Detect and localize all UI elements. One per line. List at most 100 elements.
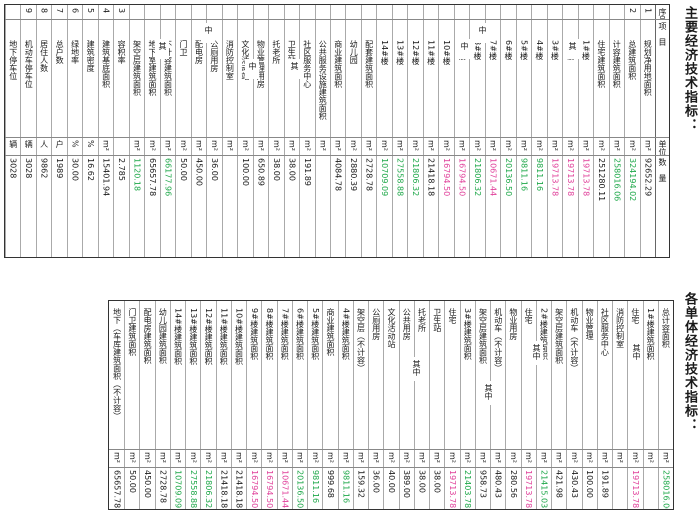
unit-row-label-cell: 13#楼建筑面积 xyxy=(185,305,200,449)
unit-row-unit: m² xyxy=(249,452,259,463)
unit-row-value: 280.56 xyxy=(508,470,518,498)
unit-row-label: 门卫建筑面积 xyxy=(127,308,137,356)
row-item-cell: 地下室建筑面积 xyxy=(144,37,159,137)
row-item-cell: 12#楼 xyxy=(407,37,422,137)
table-divider xyxy=(5,155,669,156)
row-item-cell: 住宅建筑面积 xyxy=(593,37,608,137)
unit-row-label: 10#楼建筑面积 xyxy=(234,308,244,365)
unit-row-unit: m² xyxy=(127,452,137,463)
unit-row-unit: m² xyxy=(661,452,671,463)
unit-row-unit-cell: m² xyxy=(566,449,581,467)
row-value: 2728.78 xyxy=(364,158,374,192)
row-item-cell: 8#楼 xyxy=(469,37,484,137)
unit-row-value: 10671.44 xyxy=(280,470,290,509)
row-unit-cell: m² xyxy=(407,137,422,155)
unit-row-label: 6#楼建筑面积 xyxy=(295,308,305,360)
unit-row-label-cell: 架空层建筑面积 xyxy=(551,305,566,449)
group-marker: 其 xyxy=(290,62,299,70)
table-divider xyxy=(459,301,461,509)
unit-row-value: 9811.16 xyxy=(341,470,351,504)
row-unit-cell: m² xyxy=(547,137,562,155)
row-value: 324194.02 xyxy=(627,158,637,202)
row-item-label: 架空层建筑面积 xyxy=(132,40,142,96)
unit-row-label-cell: 4#楼建筑面积 xyxy=(338,305,353,449)
row-value: 1120.18 xyxy=(132,158,142,192)
row-number: 7 xyxy=(55,8,65,14)
row-item-label: 总建筑面积 xyxy=(627,40,637,80)
unit-group-marker-cell: 其中 xyxy=(529,341,543,365)
unit-row-unit-cell: m² xyxy=(536,449,551,467)
unit-row-value: 21418.18 xyxy=(234,470,244,509)
row-number-cell xyxy=(315,5,330,19)
row-item-label: 总户数 xyxy=(55,40,65,64)
row-value-cell: 27558.88 xyxy=(392,155,407,257)
unit-row-label: 物业管理 xyxy=(585,308,595,340)
row-item-label: 配套建筑面积 xyxy=(364,40,374,88)
unit-row-value-cell: 21418.18 xyxy=(216,467,231,509)
row-item-cell: 门卫 xyxy=(175,37,190,137)
table-divider xyxy=(154,301,156,509)
table-divider xyxy=(276,301,278,509)
row-value: 19713.78 xyxy=(550,158,560,197)
main-indicators-title: 主要经济技术指标： xyxy=(682,6,697,132)
unit-row-value-cell: 10709.09 xyxy=(170,467,185,509)
unit-row-value: 2728.78 xyxy=(158,470,168,504)
unit-group-marker-cell: 其中 xyxy=(481,381,495,405)
row-number: 5 xyxy=(86,8,96,14)
table-divider xyxy=(577,5,579,257)
row-number: 2 xyxy=(627,8,637,14)
row-value: 21806.32 xyxy=(411,158,421,197)
unit-row-label: 1#楼建筑面积 xyxy=(646,308,656,360)
unit-row-label-cell: 12#楼建筑面积 xyxy=(200,305,215,449)
unit-row-label-cell: 11#楼建筑面积 xyxy=(216,305,231,449)
unit-row-label: 住宅 xyxy=(630,308,640,324)
table-divider xyxy=(200,301,202,509)
unit-row-label-cell: 总计容面积 xyxy=(658,305,673,449)
row-item-label: 11#楼 xyxy=(426,40,436,65)
row-value-cell: 20136.50 xyxy=(500,155,515,257)
unit-row-value-cell: 480.43 xyxy=(490,467,505,509)
row-item-label: 容积率 xyxy=(117,40,127,64)
table-divider xyxy=(376,5,378,257)
row-item-label: 13#楼 xyxy=(395,40,405,65)
row-unit: m² xyxy=(380,140,390,151)
row-value: 3028 xyxy=(24,158,34,179)
row-item-cell: 计容建筑面积 xyxy=(609,37,624,137)
row-value-cell: 16.62 xyxy=(82,155,97,257)
unit-group-marker: 其中 xyxy=(484,384,493,400)
row-unit-cell: m² xyxy=(315,137,330,155)
row-unit-cell: m² xyxy=(222,137,237,155)
unit-row-label: 7#楼建筑面积 xyxy=(280,308,290,360)
unit-row-label-cell: 物业管理 xyxy=(582,305,597,449)
row-number-cell xyxy=(423,5,438,19)
unit-row-unit-cell: m² xyxy=(383,449,398,467)
unit-row-unit-cell: m² xyxy=(170,449,185,467)
unit-group-marker: 其中 xyxy=(532,344,541,360)
row-number-cell xyxy=(469,5,484,19)
unit-row-unit: m² xyxy=(493,452,503,463)
row-value: 38.00 xyxy=(287,158,297,181)
unit-row-label-cell: 住宅 xyxy=(627,305,642,449)
unit-row-value-cell: 9811.16 xyxy=(338,467,353,509)
unit-row-value: 19713.78 xyxy=(447,470,457,509)
unit-row-value-cell: 2728.78 xyxy=(155,467,170,509)
row-unit: 户 xyxy=(55,140,65,148)
row-value: 30.00 xyxy=(70,158,80,181)
row-number-cell xyxy=(330,5,345,19)
unit-row-value: 65657.78 xyxy=(112,470,122,509)
row-unit: m² xyxy=(349,140,359,151)
unit-row-value-cell: 21806.32 xyxy=(200,467,215,509)
row-number-cell: 5 xyxy=(82,5,97,19)
row-unit: m² xyxy=(473,140,483,151)
row-number-cell: 7 xyxy=(51,5,66,19)
row-value-cell: 4084.78 xyxy=(330,155,345,257)
row-unit: m² xyxy=(426,140,436,151)
unit-row-label: 12#楼建筑面积 xyxy=(204,308,214,365)
table-divider xyxy=(642,301,644,509)
unit-row-unit: m² xyxy=(600,452,610,463)
row-value: 27558.88 xyxy=(395,158,405,197)
unit-row-label: 8#楼建筑面积 xyxy=(265,308,275,360)
unit-row-label: 架空层（不计容） xyxy=(356,308,366,372)
row-unit-cell: m² xyxy=(593,137,608,155)
table-divider xyxy=(531,5,533,257)
